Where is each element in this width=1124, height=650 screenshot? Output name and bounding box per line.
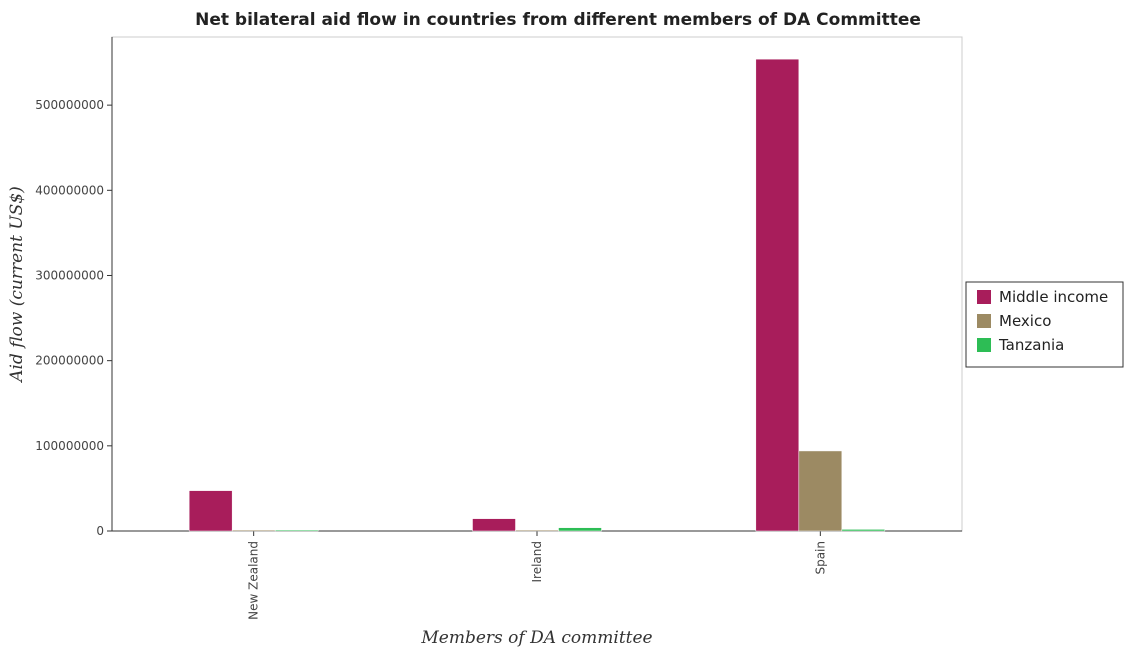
legend-label: Middle income xyxy=(999,288,1108,306)
bar-tanzania-new-zealand xyxy=(274,529,319,532)
legend-items: Middle income Mexico Tanzania xyxy=(977,288,1108,354)
bar-middle-income-new-zealand xyxy=(188,490,233,532)
y-tick-label: 300000000 xyxy=(35,268,104,282)
legend-box xyxy=(965,281,1124,368)
legend-label: Tanzania xyxy=(998,336,1064,354)
legend-label: Mexico xyxy=(999,312,1051,330)
x-tick-label: New Zealand xyxy=(247,541,261,620)
bar-mexico-new-zealand xyxy=(231,529,276,532)
y-axis: 0 100000000 200000000 300000000 400000000 500… xyxy=(35,37,113,538)
y-tick-label: 200000000 xyxy=(35,354,104,368)
legend-swatch xyxy=(977,314,991,328)
bar-tanzania-ireland xyxy=(558,527,602,532)
bars xyxy=(188,58,886,532)
y-tick-label: 100000000 xyxy=(35,439,104,453)
y-tick-label: 400000000 xyxy=(35,183,104,197)
bar-middle-income-spain xyxy=(755,58,800,532)
legend-swatch xyxy=(977,290,991,304)
bar-tanzania-spain xyxy=(841,529,886,532)
chart-title: Net bilateral aid flow in countries from… xyxy=(195,10,921,30)
bar-middle-income-ireland xyxy=(472,518,516,532)
legend-swatch xyxy=(977,338,991,352)
x-tick-label: Ireland xyxy=(530,541,544,583)
y-axis-label: Aid flow (current US$) xyxy=(7,186,27,384)
bar-mexico-spain xyxy=(798,450,843,532)
y-tick-label: 500000000 xyxy=(35,98,104,112)
x-tick-label: Spain xyxy=(813,541,827,575)
x-axis-label: Members of DA committee xyxy=(420,628,652,648)
legend: Middle income Mexico Tanzania xyxy=(965,281,1124,368)
y-tick-label: 0 xyxy=(96,524,104,538)
bar-mexico-ireland xyxy=(515,529,559,532)
